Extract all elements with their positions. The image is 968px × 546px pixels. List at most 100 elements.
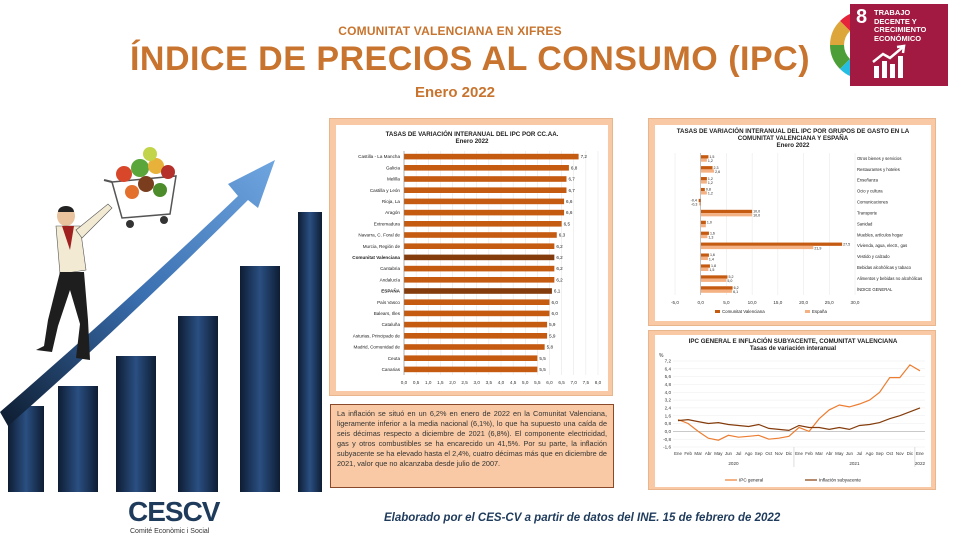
category-label: Alimentos y bebidas no alcohólicas [857, 276, 922, 281]
chart-subtitle-regions: Enero 2022 [455, 138, 489, 145]
bar-cv [698, 198, 701, 203]
person-figure [36, 203, 113, 360]
y-axis-label: % [659, 353, 664, 359]
bar-es [699, 202, 701, 206]
data-label: 6,5 [564, 221, 571, 226]
bar-es [700, 256, 708, 261]
bar-es [700, 213, 753, 217]
growth-chart-icon [872, 44, 906, 78]
logo-main: CES [128, 496, 184, 527]
legend-label-es: España [812, 309, 827, 314]
x-tick-label: 2,0 [449, 380, 456, 385]
x-tick-label: 6,5 [558, 380, 565, 385]
x-tick-label: Dic [907, 451, 914, 456]
bar-cv [700, 187, 705, 192]
x-tick-label: 4,5 [510, 380, 517, 385]
bar-cv [700, 253, 709, 257]
data-label-cv: 1,8 [711, 264, 716, 268]
bar [404, 221, 562, 227]
x-tick-label: Nov [775, 451, 784, 456]
bar [404, 243, 555, 249]
category-label: Castilla - La Mancha [358, 154, 400, 159]
y-tick-label: 4,0 [665, 390, 672, 395]
data-label-cv: -0,4 [691, 199, 697, 203]
bar [404, 176, 567, 182]
data-label: 5,9 [549, 333, 556, 338]
logo-accent: CV [182, 496, 221, 527]
data-label-es: 21,9 [814, 246, 821, 250]
x-tick-label: Ago [745, 451, 753, 456]
shopping-cart-icon [103, 147, 177, 228]
bar-cv [700, 275, 728, 279]
bar-es [700, 245, 814, 250]
x-tick-label: 6,0 [546, 380, 553, 385]
category-label: Extremadura [374, 221, 401, 226]
data-label: 6,8 [571, 165, 578, 170]
bar [404, 321, 548, 328]
x-tick-label: 0,0 [698, 300, 705, 305]
chart-panel-line: IPC GENERAL E INFLACIÓN SUBYACENTE, COMU… [648, 330, 936, 490]
data-label-es: 10,0 [753, 214, 760, 218]
data-label: 5,9 [549, 322, 556, 327]
x-tick-label: 7,0 [571, 380, 578, 385]
chart-regions: 0,0 0,5 1,0 1,5 2,0 2,5 3,0 3,5 4,0 4,5 5,0 5,5 6,0 6… [352, 151, 602, 385]
bar [404, 355, 538, 361]
bar-es [700, 289, 733, 293]
sdg-number: 8 [856, 6, 868, 28]
bar [404, 198, 565, 205]
bar-cv [700, 264, 710, 268]
bar-cv [700, 231, 709, 235]
bar-cv [700, 177, 707, 181]
bar [404, 254, 555, 261]
category-label: Ocio y cultura [857, 189, 883, 194]
category-label: Aragón [385, 210, 400, 215]
series-line [677, 364, 921, 441]
data-label: 5,8 [547, 345, 554, 350]
category-label: Transporte [857, 210, 878, 215]
legend-swatch-es [805, 310, 810, 313]
chart-title-regions: TASAS DE VARIACIÓN INTERANUAL DEL IPC PO… [385, 131, 559, 138]
category-label: Rioja, La [382, 199, 401, 204]
bar [404, 209, 565, 216]
category-label: Vestido y calzado [857, 254, 890, 259]
x-tick-label: Oct [765, 451, 773, 456]
category-label: Muebles, artículos hogar [857, 232, 903, 237]
year-label: 2022 [915, 461, 926, 466]
category-label: Andalucía [380, 277, 401, 282]
x-tick-label: 0,0 [401, 380, 408, 385]
legend-label-core: Inflación subyacente [819, 478, 861, 483]
bar [404, 310, 550, 317]
data-label: 6,2 [556, 277, 563, 282]
page-title: ÍNDICE DE PRECIOS AL CONSUMO (IPC) [129, 40, 811, 78]
data-label-cv: 1,5 [709, 155, 714, 159]
logo-mark: CESCV [128, 496, 221, 528]
supertitle: COMUNITAT VALENCIANA EN XIFRES [338, 24, 562, 38]
data-label: 6,0 [552, 311, 559, 316]
data-label-cv: 1,6 [710, 231, 715, 235]
data-label-es: 5,0 [727, 279, 732, 283]
x-tick-label: Feb [684, 451, 692, 456]
y-tick-label: 2,4 [665, 406, 672, 411]
bar [404, 333, 548, 339]
logo-subtitle: Comité Econòmic i Social [130, 528, 210, 535]
category-label: País Vasco [377, 300, 400, 305]
data-label-cv: 2,3 [714, 166, 719, 170]
x-tick-label: Jun [725, 451, 733, 456]
y-tick-label: 3,2 [665, 398, 672, 403]
page-subtitle: Enero 2022 [414, 84, 496, 101]
category-label: Bebidas alcohólicas y tabaco [857, 265, 912, 270]
x-tick-label: 7,5 [583, 380, 590, 385]
summary-text: La inflación se situó en un 6,2% en ener… [330, 404, 614, 488]
x-tick-label: Abr [705, 451, 712, 456]
x-tick-label: Sep [755, 451, 763, 456]
bar-cv [700, 286, 733, 290]
data-label: 5,5 [539, 367, 546, 372]
data-label-es: 1,2 [708, 192, 713, 196]
data-label-es: 2,6 [715, 170, 720, 174]
bar-es [700, 278, 727, 282]
bar-es [700, 158, 707, 162]
x-tick-label: Nov [896, 451, 905, 456]
chart-panel-groups: TASAS DE VARIACIÓN INTERANUAL DEL IPC PO… [648, 118, 936, 326]
category-label: Melilla [387, 177, 400, 182]
y-tick-label: 7,2 [665, 359, 672, 364]
